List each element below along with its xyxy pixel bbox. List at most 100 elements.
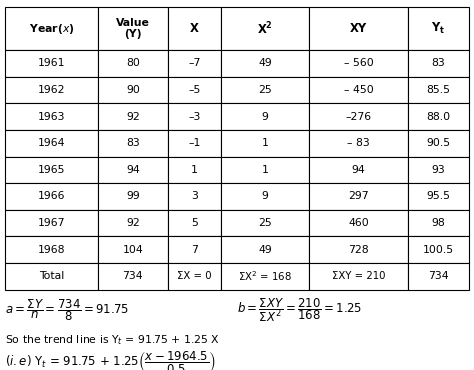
Bar xyxy=(5,50,98,77)
Bar xyxy=(98,50,168,77)
Text: 460: 460 xyxy=(348,218,369,228)
Text: 9: 9 xyxy=(262,111,268,122)
Bar xyxy=(221,183,309,210)
Bar xyxy=(408,77,469,103)
Bar xyxy=(309,157,408,183)
Bar xyxy=(168,50,221,77)
Text: –7: –7 xyxy=(188,58,201,68)
Bar xyxy=(98,263,168,290)
Text: 5: 5 xyxy=(191,218,198,228)
Text: 92: 92 xyxy=(126,218,140,228)
Text: – 560: – 560 xyxy=(344,58,374,68)
Text: Year($\it{x}$): Year($\it{x}$) xyxy=(29,22,74,36)
Bar xyxy=(98,183,168,210)
Text: 7: 7 xyxy=(191,245,198,255)
Text: 88.0: 88.0 xyxy=(427,111,451,122)
Text: 1966: 1966 xyxy=(38,191,65,202)
Bar xyxy=(408,130,469,157)
Bar xyxy=(309,183,408,210)
Bar xyxy=(408,263,469,290)
Bar xyxy=(309,7,408,50)
Bar xyxy=(98,157,168,183)
Text: 83: 83 xyxy=(432,58,446,68)
Bar xyxy=(221,77,309,103)
Bar xyxy=(221,103,309,130)
Bar xyxy=(408,103,469,130)
Bar xyxy=(309,103,408,130)
Bar xyxy=(408,50,469,77)
Text: 1: 1 xyxy=(262,138,268,148)
Text: 1968: 1968 xyxy=(38,245,65,255)
Text: – 83: – 83 xyxy=(347,138,370,148)
Text: $\Sigma$X$^2$ = 168: $\Sigma$X$^2$ = 168 xyxy=(238,269,292,283)
Bar xyxy=(98,130,168,157)
Bar xyxy=(168,236,221,263)
Bar xyxy=(221,130,309,157)
Bar xyxy=(168,77,221,103)
Bar xyxy=(98,7,168,50)
Bar xyxy=(5,236,98,263)
Text: 734: 734 xyxy=(123,271,143,282)
Text: 94: 94 xyxy=(352,165,365,175)
Text: 1964: 1964 xyxy=(38,138,65,148)
Text: 100.5: 100.5 xyxy=(423,245,454,255)
Bar xyxy=(408,7,469,50)
Text: ΣX = 0: ΣX = 0 xyxy=(177,271,211,282)
Text: –1: –1 xyxy=(188,138,201,148)
Text: –3: –3 xyxy=(188,111,201,122)
Text: 104: 104 xyxy=(122,245,143,255)
Text: 728: 728 xyxy=(348,245,369,255)
Bar xyxy=(5,77,98,103)
Bar xyxy=(309,210,408,236)
Bar xyxy=(98,103,168,130)
Text: 90: 90 xyxy=(126,85,140,95)
Bar xyxy=(168,210,221,236)
Text: 1963: 1963 xyxy=(38,111,65,122)
Bar xyxy=(168,263,221,290)
Bar xyxy=(5,183,98,210)
Text: $(i.e)$ Y$_t$ = 91.75 + 1.25$\left(\dfrac{x-1964.5}{0.5}\right)$: $(i.e)$ Y$_t$ = 91.75 + 1.25$\left(\dfra… xyxy=(5,349,216,370)
Text: 25: 25 xyxy=(258,85,272,95)
Text: 85.5: 85.5 xyxy=(427,85,451,95)
Text: So the trend line is Y$_t$ = 91.75 + 1.25 X: So the trend line is Y$_t$ = 91.75 + 1.2… xyxy=(5,333,219,347)
Bar xyxy=(408,183,469,210)
Text: 98: 98 xyxy=(432,218,446,228)
Bar xyxy=(309,50,408,77)
Text: Total: Total xyxy=(39,271,64,282)
Text: 297: 297 xyxy=(348,191,369,202)
Bar xyxy=(168,157,221,183)
Bar xyxy=(5,130,98,157)
Text: 1965: 1965 xyxy=(38,165,65,175)
Bar xyxy=(168,130,221,157)
Text: $b = \dfrac{\Sigma XY}{\Sigma X^{2}} = \dfrac{210}{168} = 1.25$: $b = \dfrac{\Sigma XY}{\Sigma X^{2}} = \… xyxy=(237,296,362,324)
Text: Y$\mathbf{_t}$: Y$\mathbf{_t}$ xyxy=(431,21,446,36)
Bar xyxy=(168,7,221,50)
Text: 95.5: 95.5 xyxy=(427,191,451,202)
Bar xyxy=(5,103,98,130)
Bar xyxy=(168,183,221,210)
Text: –276: –276 xyxy=(346,111,372,122)
Text: 1: 1 xyxy=(262,165,268,175)
Text: 734: 734 xyxy=(428,271,449,282)
Bar xyxy=(221,50,309,77)
Text: ΣXY = 210: ΣXY = 210 xyxy=(332,271,385,282)
Text: 25: 25 xyxy=(258,218,272,228)
Text: Value
(Y): Value (Y) xyxy=(116,18,150,40)
Text: –5: –5 xyxy=(188,85,201,95)
Bar xyxy=(408,157,469,183)
Bar xyxy=(309,77,408,103)
Text: – 450: – 450 xyxy=(344,85,374,95)
Text: 99: 99 xyxy=(126,191,140,202)
Text: 1: 1 xyxy=(191,165,198,175)
Text: 1961: 1961 xyxy=(38,58,65,68)
Bar xyxy=(5,7,98,50)
Text: $a = \dfrac{\Sigma Y}{n} = \dfrac{734}{8} = 91.75$: $a = \dfrac{\Sigma Y}{n} = \dfrac{734}{8… xyxy=(5,297,129,323)
Bar xyxy=(168,103,221,130)
Text: 3: 3 xyxy=(191,191,198,202)
Text: 1967: 1967 xyxy=(38,218,65,228)
Text: 80: 80 xyxy=(126,58,140,68)
Text: X$\mathbf{^2}$: X$\mathbf{^2}$ xyxy=(257,20,273,37)
Bar xyxy=(5,157,98,183)
Bar xyxy=(98,236,168,263)
Text: 1962: 1962 xyxy=(38,85,65,95)
